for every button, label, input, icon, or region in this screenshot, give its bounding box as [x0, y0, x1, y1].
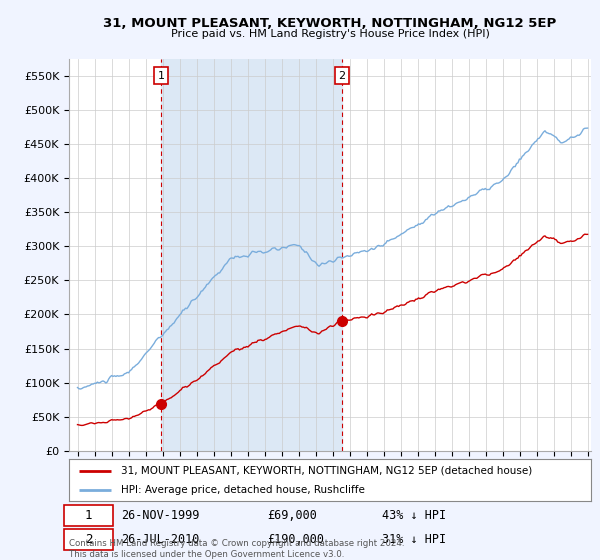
FancyBboxPatch shape: [64, 529, 113, 550]
Text: 2: 2: [85, 533, 92, 546]
Text: 31, MOUNT PLEASANT, KEYWORTH, NOTTINGHAM, NG12 5EP: 31, MOUNT PLEASANT, KEYWORTH, NOTTINGHAM…: [103, 17, 557, 30]
Text: Contains HM Land Registry data © Crown copyright and database right 2024.
This d: Contains HM Land Registry data © Crown c…: [69, 539, 404, 559]
Text: 31% ↓ HPI: 31% ↓ HPI: [382, 533, 446, 546]
Bar: [161, 59, 342, 451]
Text: HPI: Average price, detached house, Rushcliffe: HPI: Average price, detached house, Rush…: [121, 485, 365, 495]
FancyBboxPatch shape: [64, 505, 113, 526]
Text: 1: 1: [85, 508, 92, 521]
Text: 26-JUL-2010: 26-JUL-2010: [121, 533, 200, 546]
Text: £190,000: £190,000: [268, 533, 325, 546]
Text: 26-NOV-1999: 26-NOV-1999: [121, 508, 200, 521]
Text: £69,000: £69,000: [268, 508, 317, 521]
Text: 1: 1: [158, 71, 164, 81]
Text: 31, MOUNT PLEASANT, KEYWORTH, NOTTINGHAM, NG12 5EP (detached house): 31, MOUNT PLEASANT, KEYWORTH, NOTTINGHAM…: [121, 465, 532, 475]
Text: 43% ↓ HPI: 43% ↓ HPI: [382, 508, 446, 521]
Text: Price paid vs. HM Land Registry's House Price Index (HPI): Price paid vs. HM Land Registry's House …: [170, 29, 490, 39]
Text: 2: 2: [338, 71, 346, 81]
